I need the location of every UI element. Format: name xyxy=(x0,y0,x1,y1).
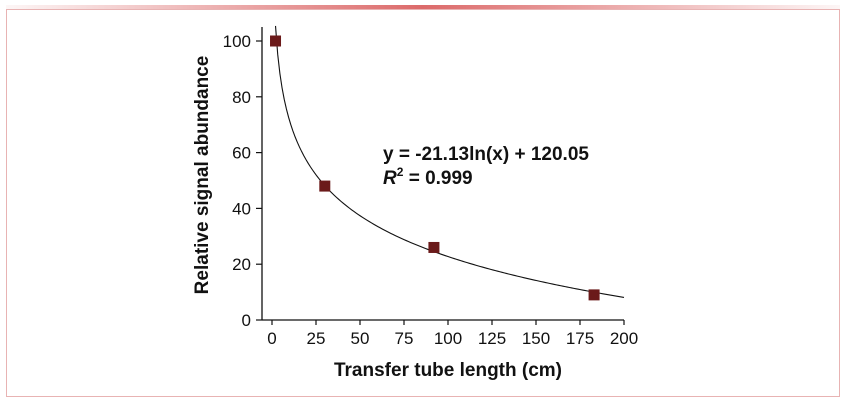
y-tick-label: 60 xyxy=(232,144,251,163)
x-tick-label: 200 xyxy=(610,329,638,348)
y-tick-label: 20 xyxy=(232,255,251,274)
axes xyxy=(261,27,624,321)
x-tick-label: 25 xyxy=(307,329,326,348)
y-tick-label: 100 xyxy=(223,32,251,51)
data-point xyxy=(319,180,331,192)
y-tick-label: 40 xyxy=(232,199,251,218)
trendline-equation: y = -21.13ln(x) + 120.05 xyxy=(383,144,589,165)
x-ticks: 0 25 50 75 100 125 150 175 200 xyxy=(267,320,638,348)
x-tick-label: 100 xyxy=(434,329,462,348)
data-point xyxy=(588,289,600,301)
y-tick-label: 80 xyxy=(232,88,251,107)
data-point xyxy=(428,241,440,253)
chart-frame xyxy=(6,9,840,397)
y-tick-label: 0 xyxy=(242,311,251,330)
data-points xyxy=(270,35,600,301)
y-axis-title: Relative signal abundance xyxy=(192,56,213,295)
x-tick-label: 0 xyxy=(267,329,276,348)
header-accent-bar xyxy=(6,5,840,9)
y-ticks: 0 20 40 60 80 100 xyxy=(223,32,262,330)
x-axis-title: Transfer tube length (cm) xyxy=(334,360,562,381)
r-squared-annotation: R2 = 0.999 xyxy=(383,165,473,189)
r-squared-symbol: R xyxy=(383,168,397,189)
r-squared-exponent: 2 xyxy=(397,165,404,179)
r-squared-value: = 0.999 xyxy=(403,168,472,189)
data-point xyxy=(270,35,282,47)
x-tick-label: 50 xyxy=(351,329,370,348)
trendline xyxy=(274,25,625,298)
x-tick-label: 125 xyxy=(478,329,506,348)
x-tick-label: 175 xyxy=(566,329,594,348)
x-tick-label: 150 xyxy=(522,329,550,348)
x-tick-label: 75 xyxy=(395,329,414,348)
